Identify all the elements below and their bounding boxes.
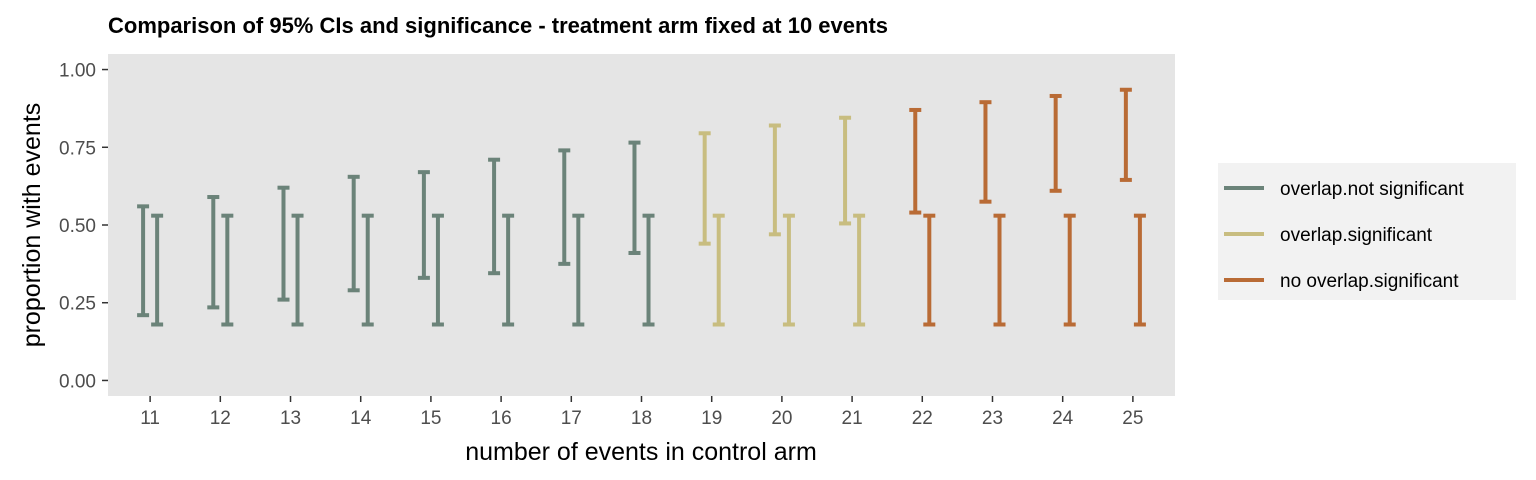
treatment-arm-ci-bar xyxy=(291,213,304,327)
x-tick-label: 24 xyxy=(1052,408,1074,429)
treatment-arm-ci-bar xyxy=(712,213,725,327)
control-arm-ci-bar xyxy=(1049,93,1062,193)
x-tick-label: 22 xyxy=(912,408,933,429)
y-axis-title: proportion with events xyxy=(18,103,46,348)
control-arm-ci-bar xyxy=(347,174,360,293)
legend-label: overlap.significant xyxy=(1280,225,1433,246)
x-tick-label: 17 xyxy=(561,408,582,429)
chart-title: Comparison of 95% CIs and significance -… xyxy=(108,13,888,38)
x-tick-label: 21 xyxy=(842,408,863,429)
control-arm-ci-bar xyxy=(488,157,501,276)
x-tick-label: 18 xyxy=(631,408,652,429)
control-arm-ci-bar xyxy=(137,204,150,318)
x-axis-title: number of events in control arm xyxy=(465,438,817,466)
x-tick-label: 14 xyxy=(350,408,372,429)
x-tick-label: 12 xyxy=(210,408,231,429)
treatment-arm-ci-bar xyxy=(221,213,234,327)
x-tick-label: 20 xyxy=(771,408,792,429)
x-tick-label: 13 xyxy=(280,408,301,429)
control-arm-ci-bar xyxy=(768,123,781,237)
error-bars xyxy=(137,87,1146,327)
y-tick-label: 0.75 xyxy=(59,138,96,159)
control-arm-ci-bar xyxy=(207,195,220,310)
x-tick-label: 15 xyxy=(420,408,441,429)
control-arm-ci-bar xyxy=(698,131,711,246)
x-tick-label: 25 xyxy=(1122,408,1143,429)
treatment-arm-ci-bar xyxy=(361,213,374,327)
x-tick-label: 23 xyxy=(982,408,1003,429)
x-tick-label: 11 xyxy=(140,408,160,429)
control-arm-ci-bar xyxy=(417,170,430,280)
y-tick-label: 0.25 xyxy=(59,294,96,315)
x-tick-label: 19 xyxy=(701,408,722,429)
legend: overlap.not significant overlap.significa… xyxy=(1218,163,1516,300)
legend-background xyxy=(1218,163,1516,300)
treatment-arm-ci-bar xyxy=(1133,213,1146,327)
control-arm-ci-bar xyxy=(558,148,571,266)
control-arm-ci-bar xyxy=(839,115,852,226)
control-arm-ci-bar xyxy=(1119,87,1132,182)
control-arm-ci-bar xyxy=(909,107,922,215)
y-tick-label: 0.50 xyxy=(59,216,96,237)
treatment-arm-ci-bar xyxy=(782,213,795,327)
treatment-arm-ci-bar xyxy=(853,213,866,327)
treatment-arm-ci-bar xyxy=(502,213,515,327)
control-arm-ci-bar xyxy=(628,140,641,255)
treatment-arm-ci-bar xyxy=(151,213,164,327)
legend-label: overlap.not significant xyxy=(1280,179,1464,200)
legend-label: no overlap.significant xyxy=(1280,271,1459,292)
x-axis: 11 12 13 14 15 16 17 18 19 20 21 22 23 24 25 xyxy=(140,396,1143,429)
y-axis: 0.00 0.25 0.50 0.75 1.00 xyxy=(59,61,108,392)
treatment-arm-ci-bar xyxy=(572,213,585,327)
control-arm-ci-bar xyxy=(979,100,992,204)
plot-panel xyxy=(108,54,1175,396)
treatment-arm-ci-bar xyxy=(993,213,1006,327)
treatment-arm-ci-bar xyxy=(431,213,444,327)
x-tick-label: 16 xyxy=(491,408,512,429)
treatment-arm-ci-bar xyxy=(923,213,936,327)
treatment-arm-ci-bar xyxy=(1063,213,1076,327)
y-tick-label: 0.00 xyxy=(59,371,96,392)
treatment-arm-ci-bar xyxy=(642,213,655,327)
y-tick-label: 1.00 xyxy=(59,61,96,82)
control-arm-ci-bar xyxy=(277,185,290,302)
